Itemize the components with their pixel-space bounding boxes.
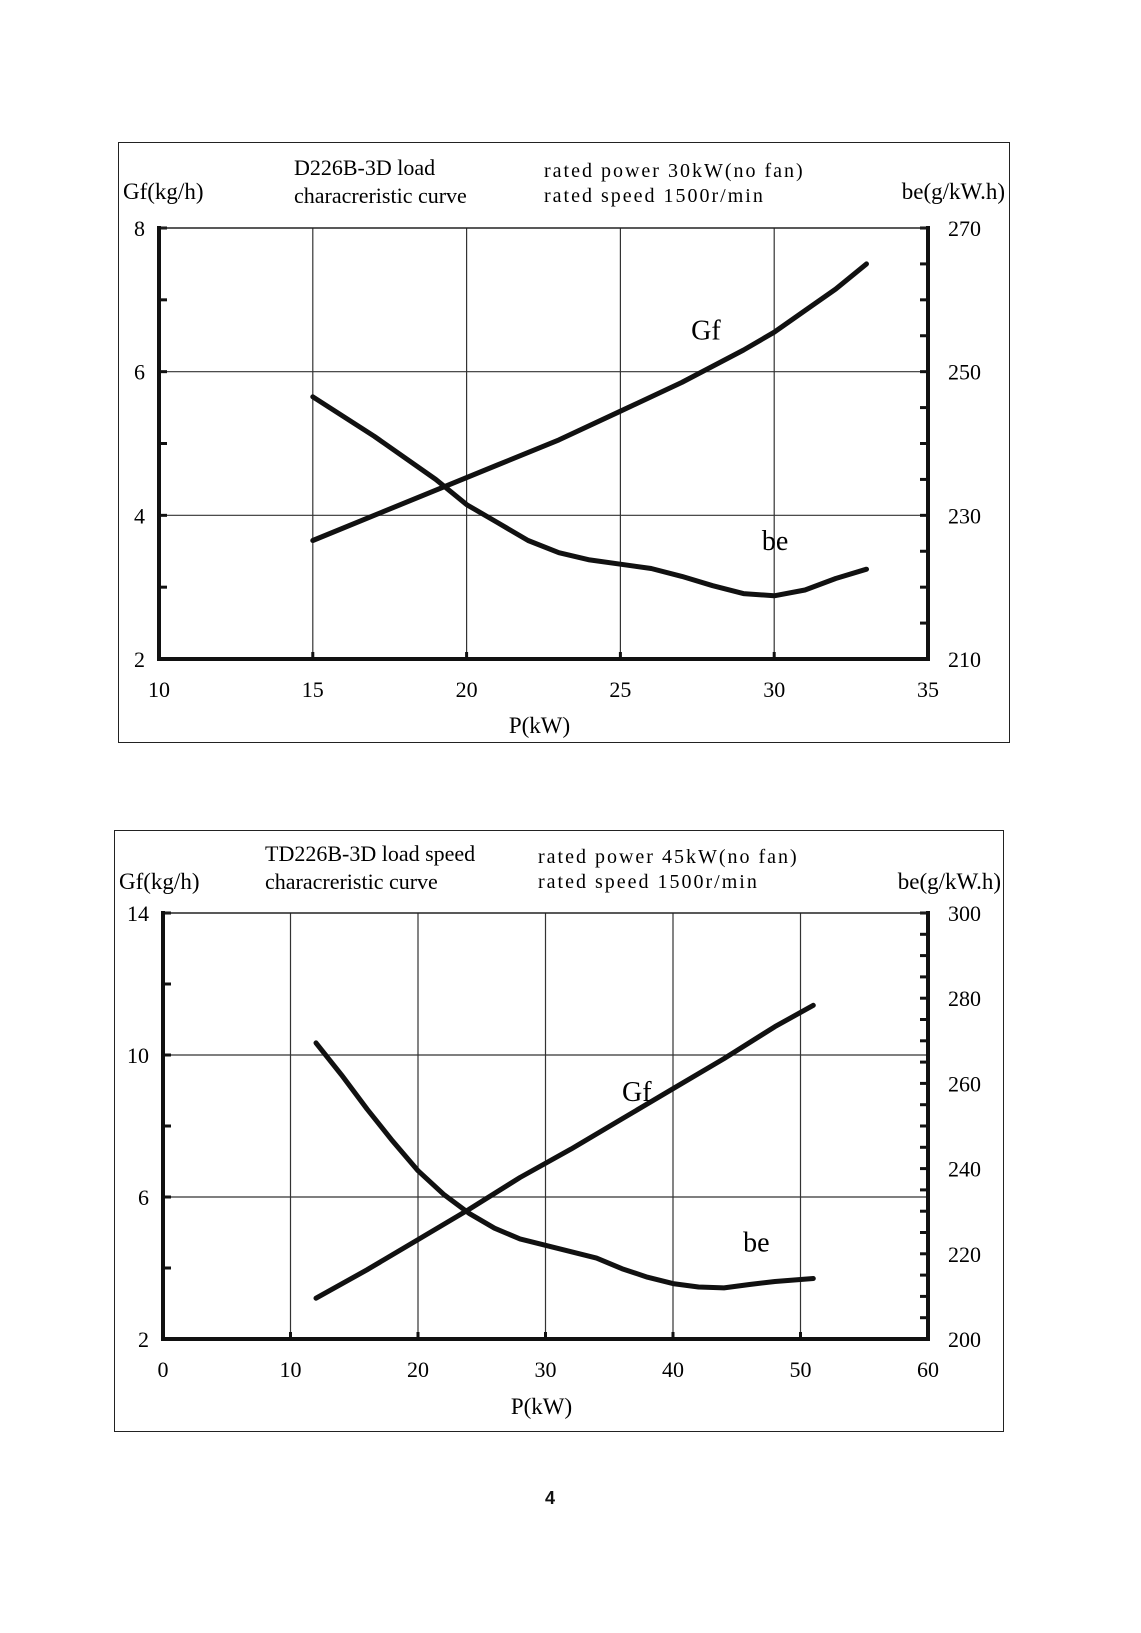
rated-speed-note: rated speed 1500r/min (538, 871, 759, 893)
chart-d226b: 10 15 20 25 30 35 2 4 6 8 210 230 250 270 Gf(kg/h) be(g… (123, 155, 1005, 738)
x-tick-label: 30 (535, 1357, 557, 1382)
y-left-tick-label: 14 (127, 901, 149, 926)
y-left-tick-label: 8 (134, 216, 145, 241)
y-left-tick-label: 6 (134, 360, 145, 385)
x-tick-label: 10 (280, 1357, 302, 1382)
x-tick-label: 25 (609, 677, 631, 702)
x-tick-label: 30 (763, 677, 785, 702)
x-tick-label: 10 (148, 677, 170, 702)
x-tick-label: 50 (790, 1357, 812, 1382)
chart-title-line-1: D226B-3D load (294, 155, 435, 180)
y-right-axis-label: be(g/kW.h) (898, 869, 1001, 894)
series-label-be: be (743, 1228, 769, 1259)
y-right-tick-label: 200 (948, 1327, 981, 1352)
y-left-tick-label: 10 (127, 1043, 149, 1068)
y-left-axis-label: Gf(kg/h) (123, 179, 203, 204)
y-left-tick-label: 4 (134, 503, 145, 528)
series-label-gf: Gf (622, 1077, 652, 1108)
chart-panel-d226b: 10 15 20 25 30 35 2 4 6 8 210 230 250 270 Gf(kg/h) be(g… (118, 142, 1010, 743)
x-axis-label: P(kW) (511, 1394, 572, 1419)
y-right-tick-label: 300 (948, 901, 981, 926)
series-line-gf (310, 261, 869, 543)
y-right-tick-label: 270 (948, 216, 981, 241)
x-tick-label: 40 (662, 1357, 684, 1382)
y-right-tick-label: 230 (948, 503, 981, 528)
x-tick-label: 15 (302, 677, 324, 702)
y-left-tick-label: 2 (134, 647, 145, 672)
y-left-tick-label: 2 (138, 1327, 149, 1352)
y-right-tick-label: 280 (948, 986, 981, 1011)
rated-power-note: rated power 30kW(no fan) (544, 160, 805, 182)
series-line-gf (313, 1002, 816, 1301)
series-line-be (313, 1040, 816, 1291)
y-left-axis-label: Gf(kg/h) (119, 869, 199, 894)
series-label-gf: Gf (691, 315, 721, 346)
page-number: 4 (544, 1488, 555, 1508)
y-right-tick-label: 240 (948, 1157, 981, 1182)
y-right-tick-label: 210 (948, 647, 981, 672)
y-right-tick-label: 220 (948, 1242, 981, 1267)
series-label-be: be (762, 526, 788, 557)
series-line-be (310, 394, 869, 599)
x-tick-label: 35 (917, 677, 939, 702)
chart-title-line-1: TD226B-3D load speed (265, 841, 475, 866)
x-tick-label: 0 (158, 1357, 169, 1382)
y-right-tick-label: 260 (948, 1071, 981, 1096)
x-tick-label: 20 (456, 677, 478, 702)
chart-title-line-2: characreristic curve (265, 869, 438, 894)
x-tick-label: 60 (917, 1357, 939, 1382)
chart-panel-td226b: 0 10 20 30 40 50 60 2 6 10 14 200 220 240 260 280 300 Gf(… (114, 830, 1004, 1432)
y-left-tick-label: 6 (138, 1185, 149, 1210)
chart-title-line-2: characreristic curve (294, 183, 467, 208)
x-axis-label: P(kW) (509, 713, 570, 738)
rated-power-note: rated power 45kW(no fan) (538, 846, 799, 868)
x-tick-label: 20 (407, 1357, 429, 1382)
y-right-tick-label: 250 (948, 360, 981, 385)
y-right-axis-label: be(g/kW.h) (902, 179, 1005, 204)
rated-speed-note: rated speed 1500r/min (544, 185, 765, 207)
chart-td226b: 0 10 20 30 40 50 60 2 6 10 14 200 220 240 260 280 300 Gf(… (119, 841, 1001, 1419)
